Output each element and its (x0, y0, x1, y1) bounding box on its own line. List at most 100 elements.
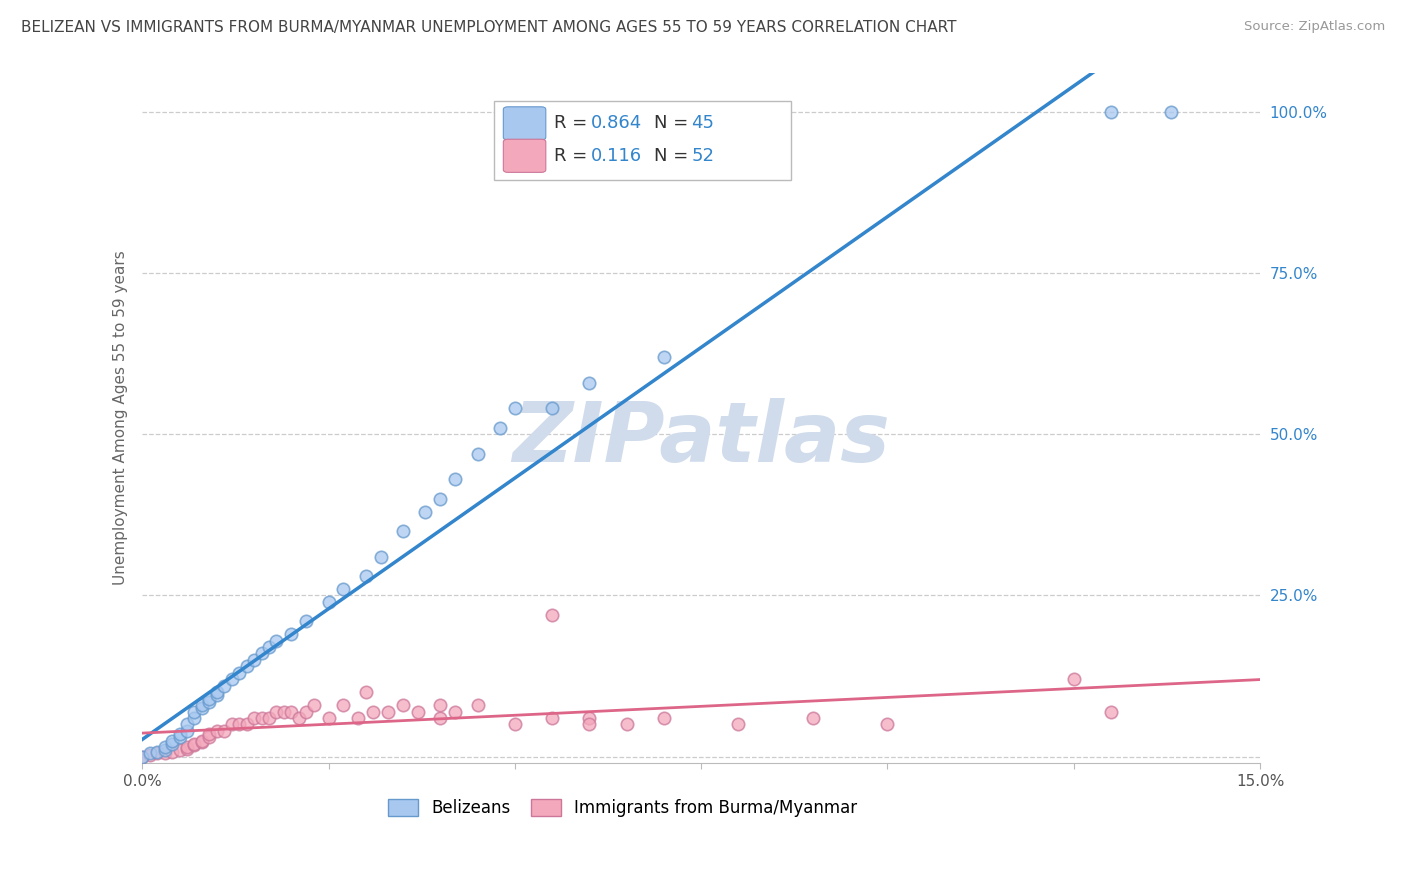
FancyBboxPatch shape (495, 101, 790, 180)
Point (243, 653, 266, 667)
Point (198, 695, 221, 709)
FancyBboxPatch shape (503, 139, 546, 172)
Point (429, 491, 451, 506)
Point (191, 698, 214, 712)
Point (198, 731, 221, 745)
Point (266, 705, 288, 719)
Point (444, 472, 467, 486)
Point (139, 747, 162, 762)
Point (169, 743, 191, 757)
Point (235, 717, 257, 731)
Text: 0.116: 0.116 (591, 147, 641, 165)
Text: 0.864: 0.864 (591, 114, 641, 132)
Point (429, 711, 451, 725)
Point (347, 711, 370, 725)
Point (295, 614, 318, 628)
Text: N =: N = (654, 114, 695, 132)
Point (578, 376, 600, 390)
Point (467, 446, 489, 460)
Point (406, 705, 429, 719)
Point (153, 743, 176, 757)
Point (541, 711, 564, 725)
Text: ZIPatlas: ZIPatlas (512, 398, 890, 479)
Point (183, 705, 205, 719)
Point (541, 607, 564, 622)
Point (205, 723, 228, 738)
Point (295, 705, 318, 719)
Point (801, 711, 824, 725)
Point (183, 738, 205, 752)
Point (1063, 673, 1085, 687)
Point (160, 745, 183, 759)
FancyBboxPatch shape (503, 107, 546, 140)
Point (257, 711, 280, 725)
Point (250, 647, 273, 661)
Point (363, 705, 385, 719)
Point (198, 727, 221, 741)
Point (191, 733, 214, 747)
Point (876, 717, 898, 731)
Point (183, 711, 205, 725)
Text: R =: R = (554, 147, 599, 165)
Point (1099, 705, 1122, 719)
Point (153, 739, 176, 754)
Point (280, 627, 302, 641)
Point (1099, 104, 1122, 119)
Point (153, 746, 176, 760)
Point (160, 733, 183, 747)
Point (250, 711, 273, 725)
Point (578, 711, 600, 725)
Point (370, 549, 392, 564)
Point (160, 737, 183, 751)
Point (727, 717, 749, 731)
Point (228, 665, 250, 680)
Point (616, 717, 638, 731)
Point (191, 701, 214, 715)
Point (131, 749, 153, 764)
Point (332, 698, 354, 712)
Text: R =: R = (554, 114, 592, 132)
Point (131, 749, 153, 764)
Point (503, 717, 526, 731)
Point (146, 745, 169, 759)
Point (1160, 104, 1182, 119)
Point (257, 640, 280, 654)
Point (191, 735, 214, 749)
Point (377, 705, 399, 719)
Point (354, 685, 377, 699)
Point (198, 691, 221, 706)
Point (266, 633, 288, 648)
Point (318, 711, 340, 725)
Point (280, 705, 302, 719)
Point (392, 524, 415, 538)
Point (214, 679, 236, 693)
Point (176, 723, 198, 738)
Y-axis label: Unemployment Among Ages 55 to 59 years: Unemployment Among Ages 55 to 59 years (114, 251, 128, 585)
Point (169, 731, 191, 745)
Text: Source: ZipAtlas.com: Source: ZipAtlas.com (1244, 20, 1385, 33)
Point (354, 569, 377, 583)
Point (205, 685, 228, 699)
Point (467, 698, 489, 712)
Point (221, 673, 243, 687)
Point (444, 705, 467, 719)
Point (169, 727, 191, 741)
Point (332, 582, 354, 596)
Text: BELIZEAN VS IMMIGRANTS FROM BURMA/MYANMAR UNEMPLOYMENT AMONG AGES 55 TO 59 YEARS: BELIZEAN VS IMMIGRANTS FROM BURMA/MYANMA… (21, 20, 956, 35)
Point (176, 742, 198, 756)
Point (652, 350, 675, 364)
Point (273, 705, 295, 719)
Point (302, 698, 325, 712)
Point (146, 747, 169, 761)
Point (228, 717, 250, 731)
Point (415, 505, 437, 519)
Point (243, 711, 266, 725)
Point (489, 421, 512, 435)
Point (176, 717, 198, 731)
Point (139, 747, 162, 761)
Point (176, 739, 198, 754)
Point (221, 717, 243, 731)
Point (392, 698, 415, 712)
Point (235, 659, 257, 673)
Point (214, 723, 236, 738)
